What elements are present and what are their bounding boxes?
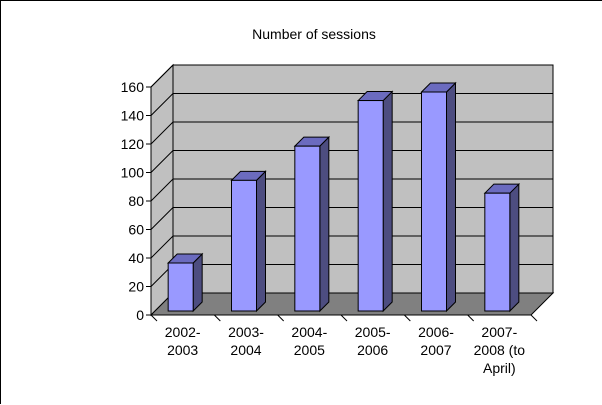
gridline [150, 64, 553, 88]
x-tick-label-line: 2007 [420, 342, 451, 358]
bar-front [421, 91, 447, 312]
x-tick-label-line: 2005- [355, 324, 391, 340]
y-tick-label: 140 [121, 108, 145, 124]
x-tick-label: 2004- 2005 [291, 324, 327, 358]
x-tick-label-line: April) [483, 360, 516, 376]
y-tick-label: 120 [121, 136, 145, 152]
bar [230, 170, 267, 313]
y-tick-label: 80 [128, 193, 144, 209]
axes [146, 86, 538, 322]
x-tick-label-line: 2002- [165, 324, 201, 340]
bar [356, 90, 394, 313]
x-tick-label-line: 2003 [167, 342, 198, 358]
x-tick-label-line: 2006- [418, 324, 454, 340]
x-tick-label: 2006- 2007 [418, 324, 454, 358]
x-tick-label-line: 2004- [291, 324, 327, 340]
bar-side [446, 81, 456, 313]
bar-front [167, 262, 194, 312]
bar-front [294, 145, 321, 312]
bar-front [484, 192, 511, 312]
y-tick-label: 160 [121, 79, 145, 95]
y-tick-label: 20 [128, 279, 144, 295]
bar-front [231, 179, 257, 312]
bar-side [192, 252, 203, 313]
x-tick-label: 2007- 2008 (to April) [474, 324, 526, 376]
y-tick-label: 60 [128, 222, 144, 238]
x-tick-mark [277, 314, 285, 322]
x-tick-label-line: 2007- [481, 324, 517, 340]
x-tick-label: 2005- 2006 [355, 324, 391, 358]
y-tick-label: 100 [121, 165, 145, 181]
bar [420, 81, 457, 313]
x-tick-mark [530, 314, 538, 322]
x-tick-label-line: 2005 [294, 342, 325, 358]
bar-side [382, 90, 393, 313]
bar [166, 252, 204, 313]
x-tick-labels: 2002- 2003 2003- 2004 2004- 2005 2005- 2006 2006… [165, 324, 525, 376]
chart-title: Number of sessions [252, 26, 376, 42]
bar-side [256, 170, 266, 313]
y-tick-label: 40 [128, 250, 144, 266]
bars [166, 81, 521, 313]
x-tick-mark [403, 314, 411, 322]
x-tick-label: 2002- 2003 [165, 324, 201, 358]
x-tick-label-line: 2003- [228, 324, 264, 340]
x-tick-mark [150, 314, 158, 322]
x-tick-label-line: 2006 [357, 342, 388, 358]
x-tick-label-line: 2004 [230, 342, 261, 358]
x-tick-mark [340, 314, 348, 322]
y-tick-labels: 0 20 40 60 80 100 120 140 160 [121, 79, 145, 323]
bar [293, 135, 331, 313]
bar-side [509, 182, 520, 313]
x-tick-mark [213, 314, 221, 322]
y-tick-label: 0 [136, 307, 144, 323]
x-tick-mark [467, 314, 475, 322]
x-tick-label: 2003- 2004 [228, 324, 264, 358]
bar-side [319, 135, 330, 313]
bar-front [357, 100, 384, 312]
x-tick-label-line: 2008 (to [474, 342, 526, 358]
bar [483, 182, 521, 313]
